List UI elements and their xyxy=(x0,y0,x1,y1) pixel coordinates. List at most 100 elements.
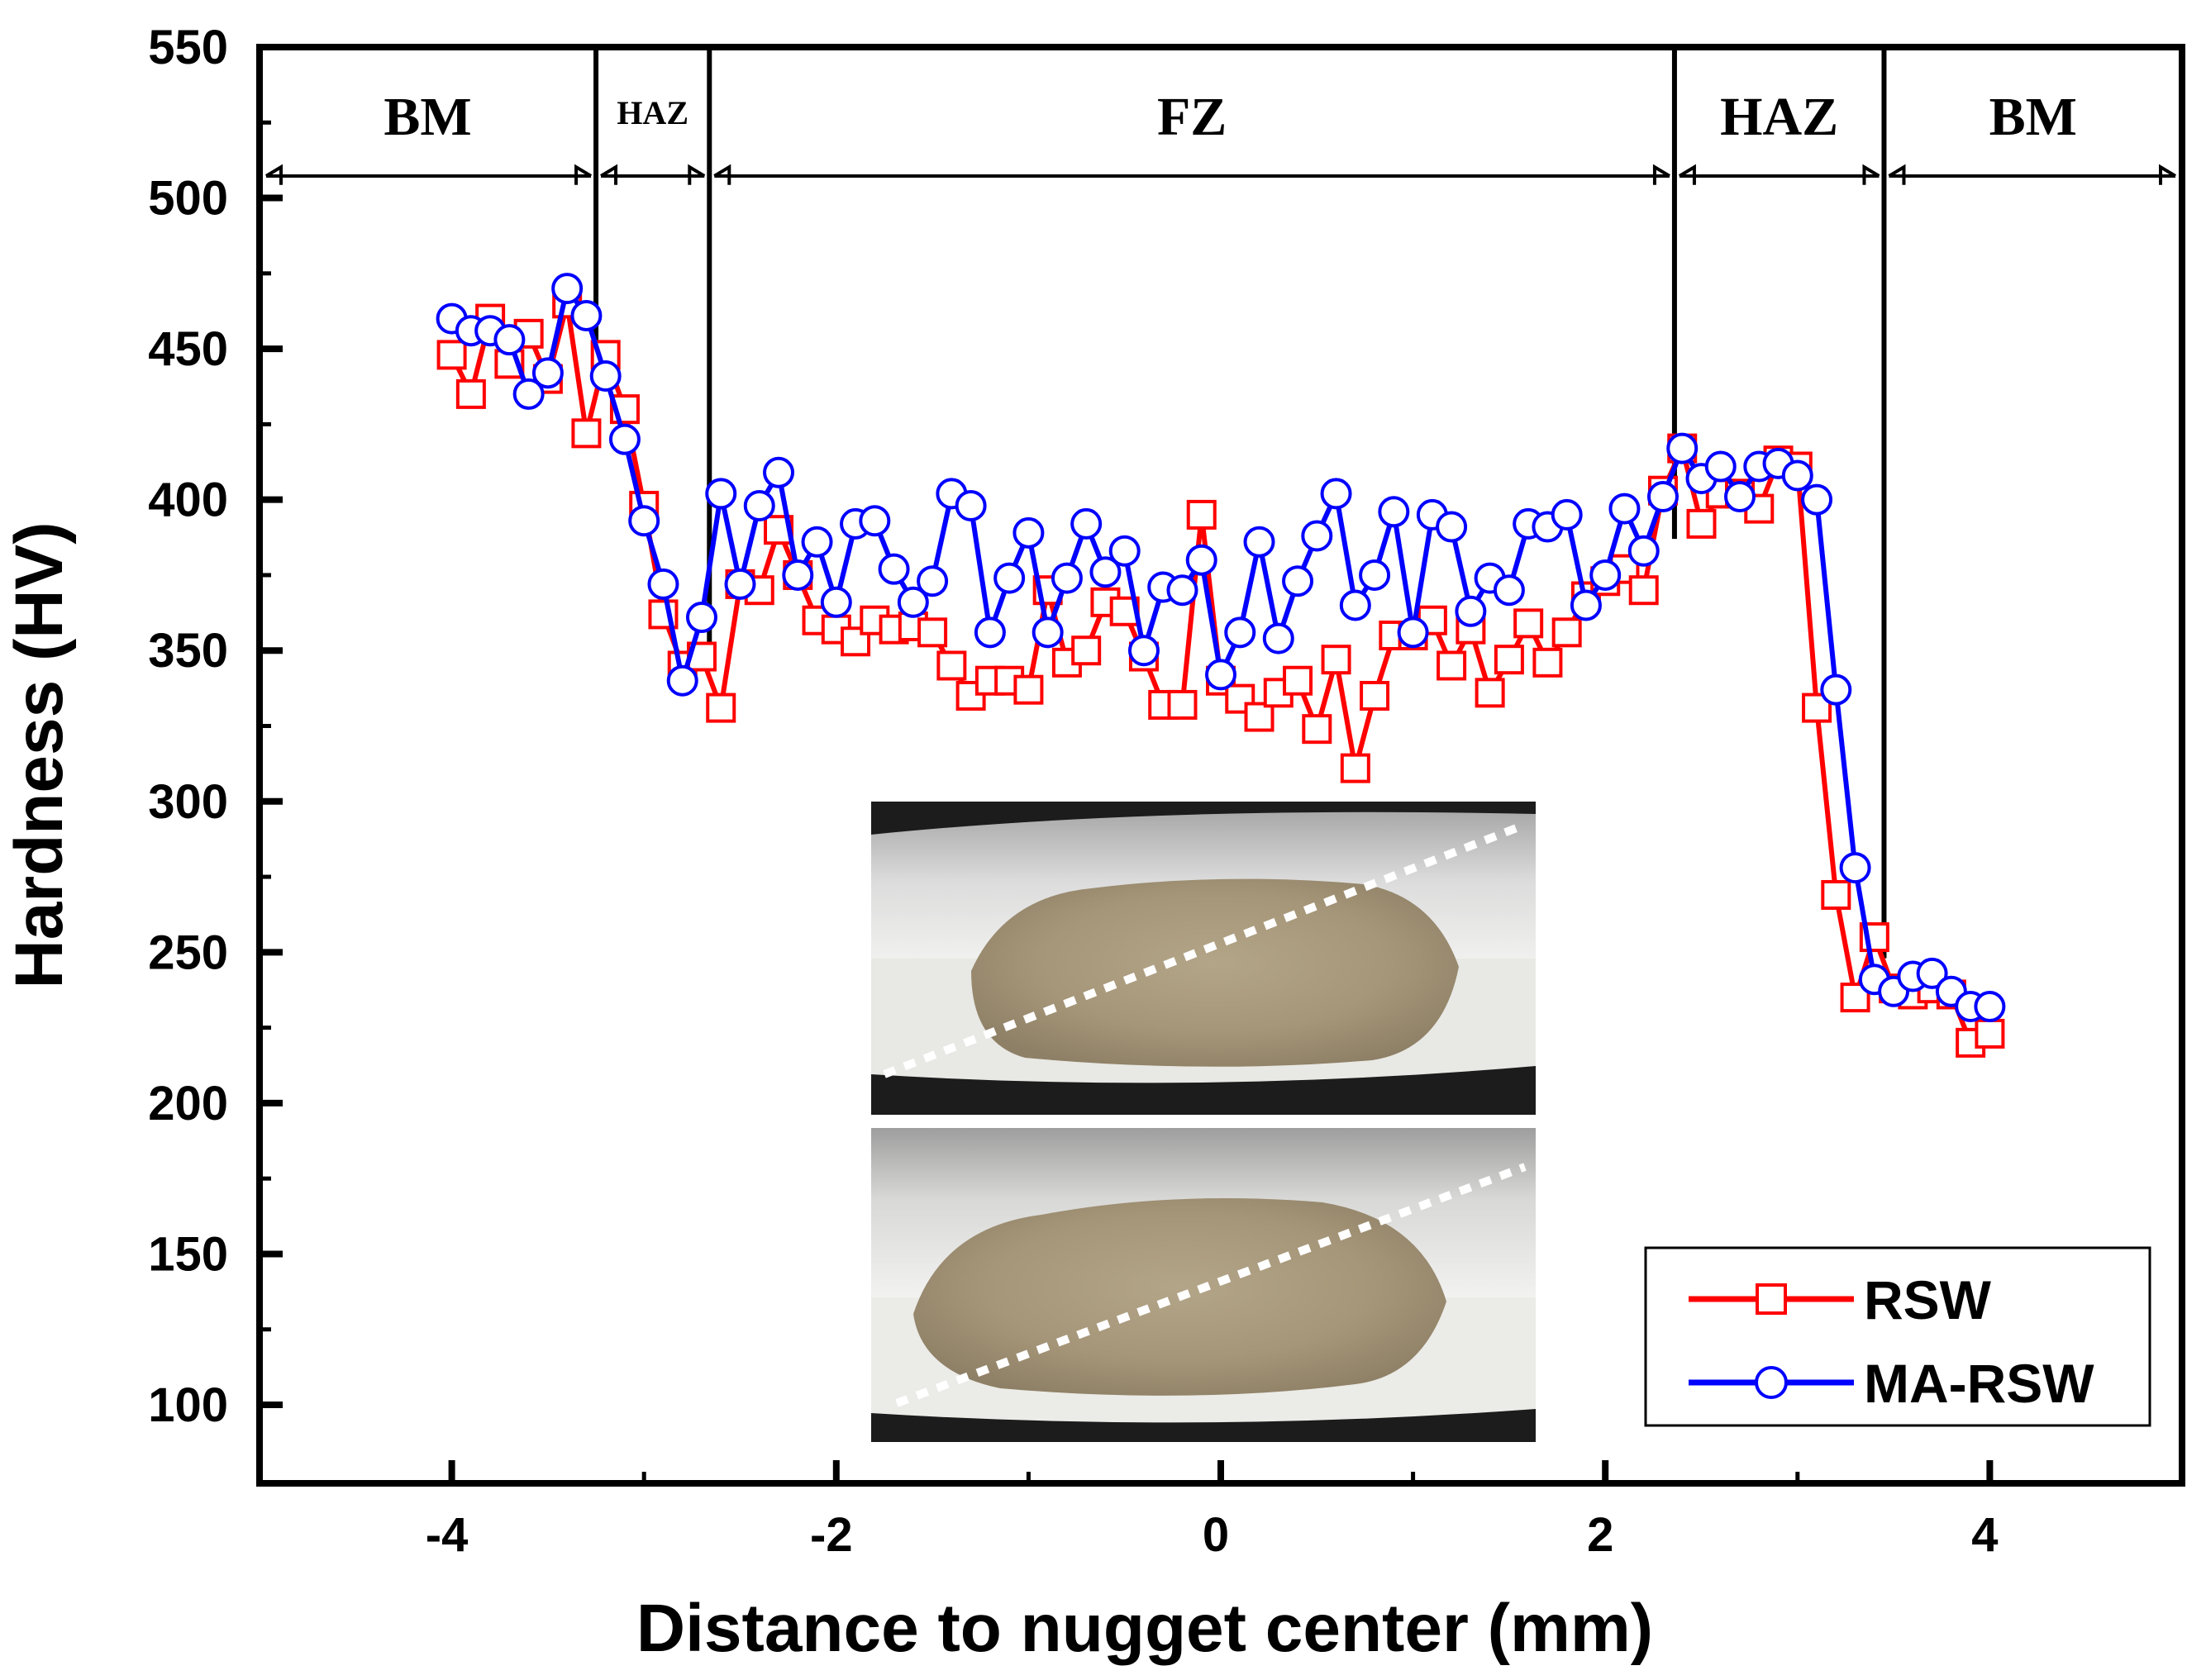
ma-rsw-point xyxy=(974,616,1006,649)
zone-fz-2: FZ xyxy=(713,87,1670,185)
arrowhead xyxy=(688,164,706,185)
ma-rsw-point xyxy=(878,553,910,585)
y-tick-label: 400 xyxy=(148,474,228,527)
series-ma-rsw xyxy=(436,273,2006,1023)
x-tick-label: 2 xyxy=(1587,1508,1613,1562)
ma-rsw-point xyxy=(1051,562,1083,594)
zone-annotations: BM HAZ FZ HAZ BM xyxy=(264,47,2177,959)
ma-rsw-point xyxy=(493,324,526,356)
ma-rsw-point xyxy=(724,568,756,600)
zone-label: HAZ xyxy=(617,94,688,131)
ma-rsw-point xyxy=(1666,432,1699,464)
ma-rsw-point xyxy=(1070,507,1103,540)
ma-rsw-point xyxy=(647,568,679,600)
ma-rsw-point xyxy=(1224,616,1256,649)
rsw-point xyxy=(1513,608,1544,639)
ma-rsw-point xyxy=(705,478,737,510)
ma-rsw-point xyxy=(1589,559,1622,591)
axes: -4 -2 0 2 4 100 150 200 250 300 350 400 450 500 550 xyxy=(148,21,1998,1562)
rsw-point xyxy=(455,378,486,409)
y-axis-title: Hardness (HV) xyxy=(2,521,77,988)
inset-micrographs xyxy=(871,802,1536,1442)
ma-rsw-point xyxy=(743,489,775,521)
ma-rsw-point xyxy=(1493,574,1525,607)
rsw-point xyxy=(1109,596,1140,626)
ma-rsw-point xyxy=(1185,544,1217,576)
ma-rsw-point xyxy=(531,357,564,389)
rsw-point xyxy=(706,692,736,723)
y-tick-label: 500 xyxy=(148,172,228,226)
ma-rsw-point xyxy=(1820,673,1852,706)
ma-rsw-point xyxy=(1166,574,1198,607)
ma-rsw-point xyxy=(512,378,545,410)
ma-rsw-point xyxy=(1608,493,1641,525)
ma-rsw-point xyxy=(1089,556,1122,588)
ma-rsw-point xyxy=(801,526,833,558)
rsw-point xyxy=(1821,879,1851,910)
ma-rsw-point xyxy=(551,273,584,305)
rsw-point xyxy=(1628,575,1659,606)
rsw-point xyxy=(1283,665,1313,696)
ma-rsw-point xyxy=(1455,595,1487,627)
ma-rsw-point xyxy=(608,423,641,455)
ma-rsw-point xyxy=(1320,478,1352,510)
x-tick-label: 0 xyxy=(1203,1508,1229,1562)
ma-rsw-point xyxy=(666,664,698,697)
y-tick-label: 150 xyxy=(148,1227,228,1281)
rsw-point xyxy=(1013,674,1044,705)
y-tick-label: 100 xyxy=(148,1378,228,1432)
x-axis-title: Distance to nugget center (mm) xyxy=(636,1591,1653,1666)
ma-rsw-point xyxy=(993,562,1026,594)
ma-rsw-point xyxy=(1262,622,1294,654)
ma-rsw-point xyxy=(1359,559,1391,591)
ma-rsw-point xyxy=(1378,496,1410,528)
legend-item-ma-rsw: MA-RSW xyxy=(1689,1353,2094,1414)
zone-label: BM xyxy=(384,87,471,147)
ma-rsw-point xyxy=(1801,483,1833,516)
ma-rsw-point xyxy=(1724,481,1756,513)
ma-rsw-point xyxy=(897,586,929,618)
ma-rsw-point xyxy=(589,359,622,392)
rsw-point xyxy=(1244,702,1275,732)
zone-bm-0: BM xyxy=(264,87,593,185)
arrowhead xyxy=(1888,164,1906,185)
rsw-point xyxy=(1321,645,1351,675)
rsw-point xyxy=(1437,650,1467,681)
ma-rsw-point xyxy=(859,505,891,537)
rsw-point xyxy=(1975,1018,2005,1049)
arrowhead xyxy=(713,164,731,185)
y-tick-label: 250 xyxy=(148,926,228,979)
rsw-point xyxy=(1167,689,1198,720)
legend: RSW MA-RSW xyxy=(1644,1246,2151,1427)
arrowhead xyxy=(2159,164,2177,185)
ma-rsw-point xyxy=(1243,526,1275,558)
rsw-point xyxy=(1340,753,1370,783)
ma-rsw-point xyxy=(1570,589,1602,621)
rsw-point xyxy=(1186,499,1217,530)
ma-rsw-weld-cross-section xyxy=(871,1128,1536,1442)
y-tick-label: 300 xyxy=(148,775,228,829)
ma-rsw-point xyxy=(1916,957,1948,989)
zone-label: BM xyxy=(1989,87,2077,147)
y-tick-label: 200 xyxy=(148,1077,228,1130)
rsw-point xyxy=(1686,508,1717,539)
ma-rsw-point xyxy=(1032,616,1064,649)
legend-item-rsw: RSW xyxy=(1689,1269,1992,1330)
ma-rsw-point xyxy=(763,456,795,488)
ma-rsw-point xyxy=(1839,852,1871,884)
zone-label: FZ xyxy=(1157,87,1227,147)
rsw-point xyxy=(1551,617,1582,648)
ma-rsw-point xyxy=(1127,635,1160,667)
ma-rsw-point xyxy=(1551,498,1583,531)
ma-rsw-point xyxy=(1282,565,1314,597)
ma-rsw-point xyxy=(955,489,987,521)
ma-rsw-point xyxy=(1339,589,1371,621)
arrowhead xyxy=(1678,164,1696,185)
rsw-point xyxy=(1225,683,1255,714)
data-series xyxy=(436,273,2006,1058)
ma-rsw-point xyxy=(1205,659,1236,691)
ma-rsw-point xyxy=(1646,481,1679,513)
x-tick-label: -4 xyxy=(426,1508,469,1562)
zone-haz-1: HAZ xyxy=(600,94,706,185)
